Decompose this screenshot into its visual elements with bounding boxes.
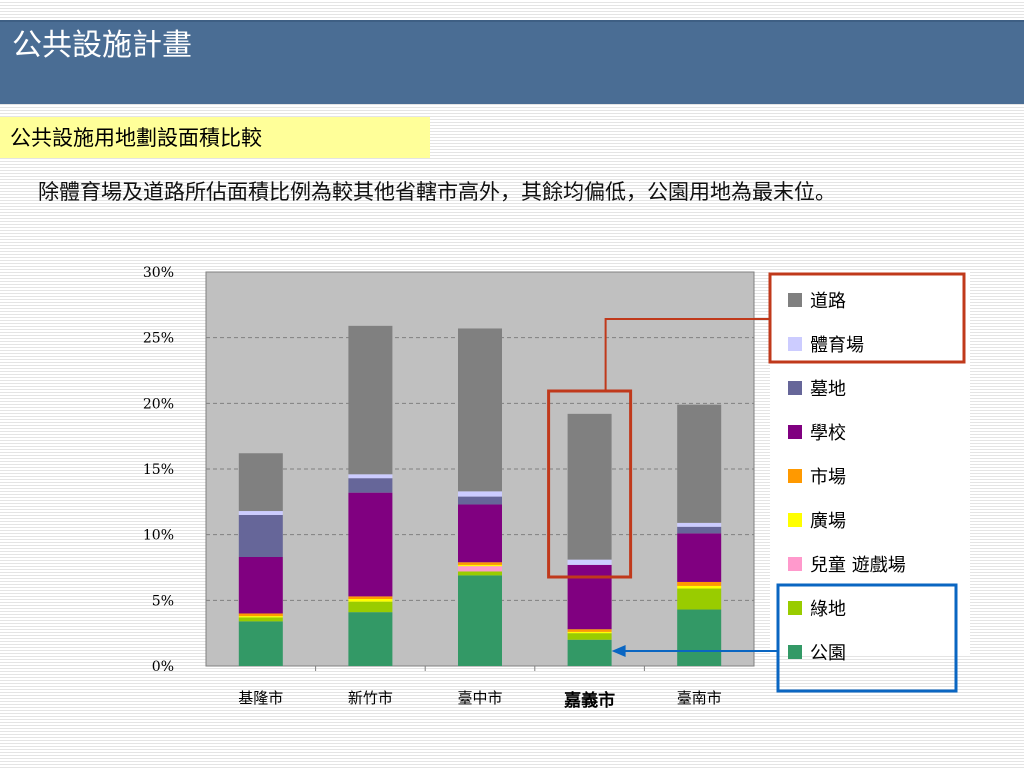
highlight-connector (604, 318, 770, 391)
bar-segment (677, 585, 722, 589)
legend-label: 墓地 (810, 379, 846, 400)
y-tick-label: 5% (152, 593, 174, 609)
legend-swatch (788, 469, 802, 483)
park-legend-box (776, 583, 958, 693)
highlight-bar-box (547, 389, 633, 579)
bar-segment (567, 631, 612, 634)
bar-segment (238, 514, 283, 557)
bar-segment (458, 491, 502, 497)
bar-segment (567, 633, 612, 640)
bar-segment (458, 564, 502, 567)
bar-segment (567, 413, 612, 560)
legend-label: 體育場 (810, 335, 864, 356)
subtitle-highlight: 公共設施用地劃設面積比較 (0, 117, 430, 158)
bar-segment (677, 526, 722, 534)
bar-segment (677, 522, 722, 527)
bar-segment (458, 562, 502, 565)
y-tick-label: 0% (152, 659, 174, 675)
legend-swatch (788, 381, 802, 395)
park-arrow-head (611, 645, 626, 657)
legend-swatch (788, 601, 802, 615)
y-tick-label: 15% (143, 462, 174, 478)
bar-segment (348, 325, 393, 475)
bar-segment (238, 556, 283, 614)
bar-segment (348, 601, 393, 613)
y-tick-label: 10% (143, 528, 174, 544)
bar-segment (238, 453, 283, 512)
bar-segment (458, 504, 502, 563)
slide-description: 除體育場及道路所佔面積比例為較其他省轄市高外，其餘均偏低，公園用地為最末位。 (38, 180, 836, 204)
bar-segment (238, 616, 283, 618)
bar-segment (567, 559, 612, 565)
legend-swatch (788, 645, 802, 659)
legend-swatch (788, 513, 802, 527)
y-tick-label: 20% (143, 396, 174, 412)
bar-segment (348, 599, 393, 602)
legend-box (770, 272, 970, 656)
legend-label: 學校 (810, 423, 846, 444)
bar-segment (677, 581, 722, 586)
x-tick-label: 臺南市 (677, 689, 722, 707)
bar-segment (238, 621, 283, 666)
bar-segment (348, 596, 393, 600)
bar-segment (348, 474, 393, 479)
title-bar (0, 20, 1024, 104)
legend-label: 道路 (810, 291, 846, 312)
legend-swatch (788, 425, 802, 439)
bar-segment (348, 612, 393, 666)
x-tick-label: 臺中市 (457, 689, 502, 707)
y-tick-label: 30% (143, 265, 174, 281)
x-tick-label: 新竹市 (348, 689, 393, 707)
bar-segment (458, 496, 502, 505)
legend-label: 兒童 遊戲場 (810, 555, 906, 576)
legend-label: 廣場 (810, 511, 846, 532)
legend-label: 綠地 (810, 599, 846, 620)
bar-segment (677, 404, 722, 523)
y-tick-label: 25% (143, 331, 174, 347)
bar-segment (238, 511, 283, 515)
bar-segment (567, 564, 612, 630)
legend-label: 公園 (810, 643, 846, 664)
bar-segment (567, 639, 612, 666)
slide-subtitle: 公共設施用地劃設面積比較 (10, 126, 262, 150)
legend-label: 市場 (810, 467, 846, 488)
bar-segment (677, 609, 722, 666)
x-tick-label: 基隆市 (238, 689, 283, 707)
bar-segment (458, 566, 502, 572)
bar-segment (458, 575, 502, 666)
legend-swatch (788, 337, 802, 351)
bar-segment (458, 571, 502, 576)
bar-segment (238, 617, 283, 622)
bar-segment (677, 533, 722, 582)
bar-segment (238, 613, 283, 617)
x-tick-label: 嘉義市 (563, 690, 615, 711)
bar-segment (348, 492, 393, 597)
bar-segment (458, 328, 502, 492)
bar-segment (567, 629, 612, 632)
bar-segment (677, 588, 722, 610)
legend-swatch (788, 557, 802, 571)
slide-title: 公共設施計畫 (12, 28, 192, 63)
bar-segment (348, 478, 393, 493)
legend-swatch (788, 293, 802, 307)
